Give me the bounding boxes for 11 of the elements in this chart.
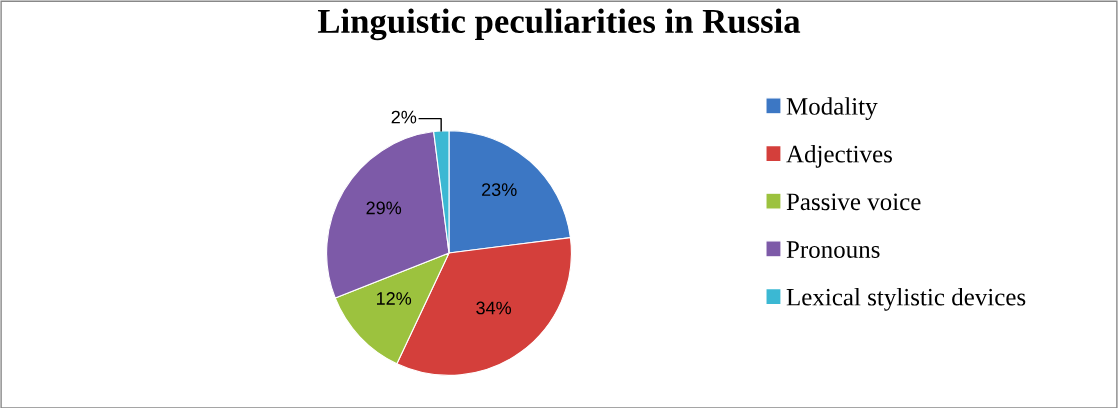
legend-label: Modality <box>786 97 878 120</box>
data-label: 34% <box>476 301 512 315</box>
data-label: 12% <box>376 292 412 305</box>
legend-label: Adjectives <box>786 144 892 168</box>
data-label: 29% <box>366 201 402 215</box>
data-label: 2% <box>391 110 417 124</box>
chart-title: Linguistic peculiarities in Russia <box>317 8 801 41</box>
legend-label: Pronouns <box>786 241 880 258</box>
legend-label: Passive voice <box>786 193 921 211</box>
legend-label: Lexical stylistic devices <box>786 288 1026 311</box>
data-label: 23% <box>482 183 517 197</box>
